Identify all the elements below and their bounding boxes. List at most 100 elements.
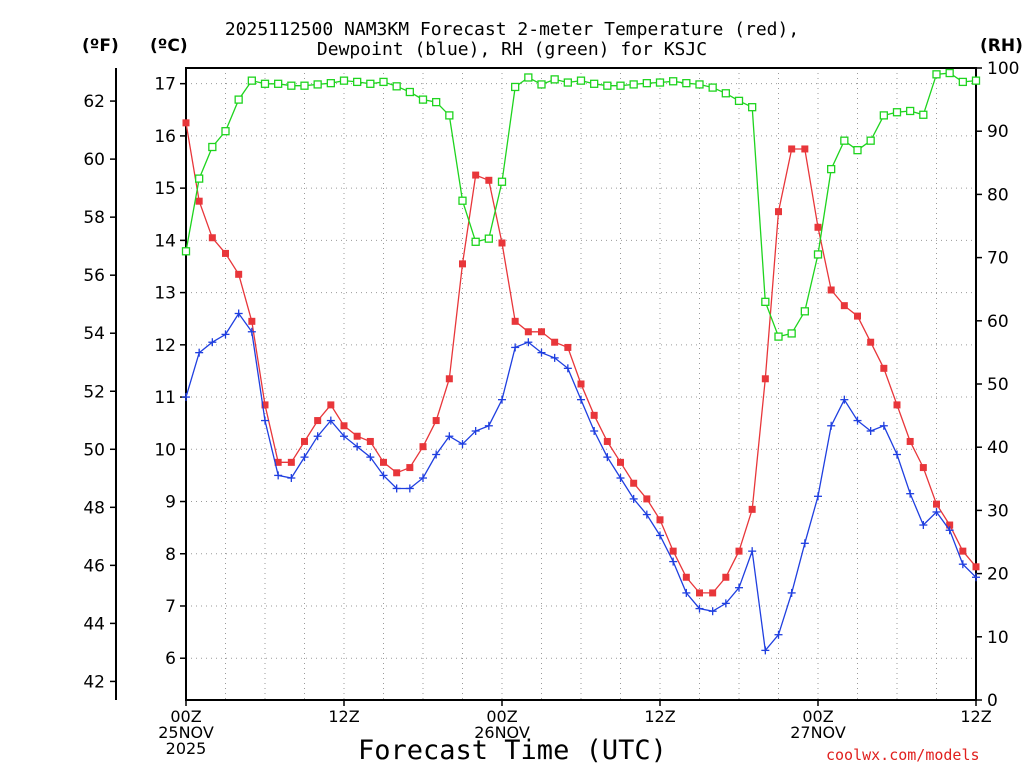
rh-tick-label: 60 bbox=[987, 312, 1009, 332]
f-tick-label: 52 bbox=[83, 382, 105, 402]
c-tick-label: 11 bbox=[154, 388, 176, 408]
rh-point bbox=[827, 164, 836, 174]
rh-point bbox=[879, 111, 888, 120]
temperature-point bbox=[814, 223, 822, 231]
temperature-point bbox=[511, 317, 519, 325]
rh-point bbox=[418, 95, 428, 104]
rh-point bbox=[853, 146, 862, 155]
dewpoint-point bbox=[656, 531, 664, 540]
temperature-point bbox=[287, 458, 295, 466]
temperature-point bbox=[406, 464, 414, 472]
rh-point bbox=[353, 77, 362, 87]
chart-title-line2: Dewpoint (blue), RH (green) for KSJC bbox=[316, 39, 708, 60]
rh-point bbox=[748, 103, 757, 112]
dewpoint-point bbox=[721, 599, 730, 608]
temperature-point bbox=[656, 516, 664, 524]
rh-point bbox=[603, 81, 612, 90]
temperature-point bbox=[946, 521, 954, 529]
rh-point bbox=[958, 77, 967, 87]
rh-point bbox=[682, 79, 691, 88]
c-tick-label: 7 bbox=[165, 597, 176, 617]
dewpoint-point bbox=[208, 338, 217, 347]
rh-point bbox=[339, 76, 349, 85]
temperature-point bbox=[524, 328, 532, 336]
c-tick-label: 8 bbox=[165, 545, 176, 565]
rh-point bbox=[642, 79, 651, 88]
dewpoint-point bbox=[524, 338, 533, 347]
rh-point bbox=[945, 68, 954, 78]
temperature-point bbox=[195, 197, 203, 205]
rh-point bbox=[669, 77, 678, 86]
dewpoint-point bbox=[827, 421, 836, 430]
dewpoint-point bbox=[945, 526, 954, 535]
series-dewpoint bbox=[182, 309, 980, 655]
temperature-point bbox=[617, 458, 624, 466]
rh-point bbox=[392, 82, 401, 91]
fahrenheit-unit-label: (ºF) bbox=[82, 36, 119, 56]
rh-tick-label: 100 bbox=[987, 59, 1019, 79]
rh-point bbox=[221, 127, 230, 136]
axes bbox=[110, 67, 982, 706]
c-tick-label: 10 bbox=[154, 440, 176, 460]
dewpoint-point bbox=[353, 442, 362, 451]
rh-tick-label: 50 bbox=[987, 375, 1009, 395]
rh-point bbox=[511, 82, 520, 92]
temperature-point bbox=[630, 479, 638, 487]
rh-point bbox=[655, 78, 665, 87]
x-tick-label: 27NOV bbox=[790, 723, 846, 742]
temperature-point bbox=[972, 563, 980, 571]
temperature-point bbox=[682, 573, 690, 581]
x-tick-label: 12Z bbox=[960, 707, 991, 726]
credit-link[interactable]: coolwx.com/models bbox=[826, 746, 980, 764]
temperature-point bbox=[748, 505, 756, 513]
dewpoint-point bbox=[221, 330, 230, 339]
rh-point bbox=[932, 70, 941, 79]
temperature-point bbox=[577, 380, 585, 388]
dewpoint-point bbox=[735, 583, 743, 592]
temperature-point bbox=[340, 422, 348, 430]
rh-point bbox=[208, 142, 217, 152]
temperature-point bbox=[261, 401, 269, 409]
x-tick-label: 26NOV bbox=[474, 723, 530, 742]
temperature-point bbox=[906, 437, 914, 445]
dewpoint-point bbox=[603, 453, 612, 462]
dewpoint-point bbox=[300, 453, 309, 462]
dewpoint-point bbox=[590, 427, 599, 436]
x-tick-label: 00Z bbox=[170, 707, 201, 726]
rh-point bbox=[445, 111, 454, 120]
dewpoint-point bbox=[471, 427, 480, 436]
temperature-point bbox=[182, 119, 190, 127]
dewpoint-point bbox=[563, 364, 572, 373]
f-tick-label: 44 bbox=[83, 614, 105, 634]
dewpoint-point bbox=[629, 494, 638, 503]
dewpoint-point bbox=[392, 484, 401, 493]
dewpoint-point bbox=[787, 588, 796, 597]
dewpoint-point bbox=[419, 474, 427, 483]
dewpoint-point bbox=[708, 607, 717, 616]
dewpoint-point bbox=[642, 510, 651, 519]
temperature-point bbox=[788, 145, 796, 153]
rh-point bbox=[906, 106, 915, 116]
f-tick-label: 42 bbox=[83, 672, 105, 692]
dewpoint-point bbox=[919, 521, 928, 530]
rh-point bbox=[563, 78, 572, 87]
temperature-point bbox=[709, 589, 717, 597]
rh-point bbox=[366, 79, 375, 88]
x-tick-label: 2025 bbox=[166, 739, 207, 758]
rh-point bbox=[260, 79, 270, 88]
dewpoint-point bbox=[814, 492, 822, 501]
temperature-point bbox=[893, 401, 901, 409]
rh-point bbox=[274, 79, 283, 88]
x-tick-label: 00Z bbox=[802, 707, 833, 726]
temperature-point bbox=[551, 338, 559, 346]
f-tick-label: 62 bbox=[83, 92, 105, 112]
temperature-point bbox=[643, 495, 651, 503]
rh-point bbox=[379, 77, 388, 87]
temperature-point bbox=[603, 437, 611, 445]
rh-point bbox=[432, 97, 441, 107]
temperature-point bbox=[538, 328, 545, 336]
dewpoint-point bbox=[761, 646, 770, 655]
rh-point bbox=[484, 234, 493, 243]
rh-line bbox=[185, 72, 977, 338]
dewpoint-point bbox=[774, 630, 783, 639]
